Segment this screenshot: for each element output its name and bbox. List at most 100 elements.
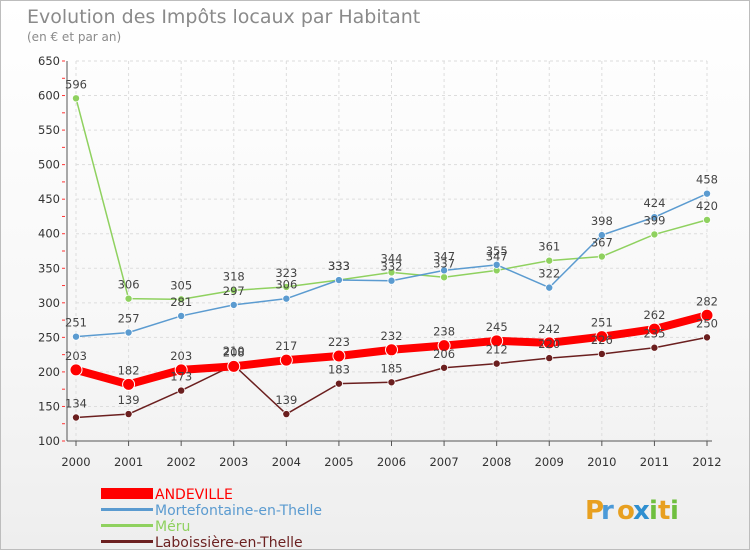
legend-entry: Laboissière-en-Thelle (155, 535, 303, 551)
data-label-andeville: 242 (538, 322, 560, 336)
y-tick-label: 600 (38, 89, 60, 103)
data-point-m-ru (597, 252, 606, 261)
y-tick-label: 200 (38, 365, 60, 379)
data-label-laboissi-re-en-thelle: 210 (223, 344, 245, 358)
data-label-laboissi-re-en-thelle: 226 (591, 333, 613, 347)
data-point-m-ru (703, 215, 712, 224)
data-point-m-ru (229, 286, 238, 295)
data-point-laboissi-re-en-thelle (387, 378, 396, 387)
x-tick-label: 2011 (640, 455, 669, 469)
legend-entry: Mortefontaine-en-Thelle (155, 503, 322, 519)
data-point-m-ru (387, 268, 396, 277)
x-tick-label: 2004 (272, 455, 301, 469)
data-label-mortefontaine-en-thelle: 398 (591, 214, 613, 228)
x-tick-label: 2009 (535, 455, 564, 469)
legend-swatch (101, 508, 153, 511)
axes: 100 150 200 250 300 350 400 450 500 550 600 650 2000… (38, 54, 722, 469)
data-label-laboissi-re-en-thelle: 235 (643, 327, 665, 341)
data-label-laboissi-re-en-thelle: 250 (696, 316, 718, 330)
legend-swatch (101, 540, 153, 543)
data-point-laboissi-re-en-thelle (124, 410, 133, 419)
y-tick-label: 350 (38, 261, 60, 275)
data-point-m-ru (440, 273, 449, 282)
data-point-mortefontaine-en-thelle (492, 260, 501, 269)
data-label-m-ru: 596 (65, 77, 87, 91)
data-label-mortefontaine-en-thelle: 332 (381, 260, 403, 274)
data-label-andeville: 217 (275, 339, 297, 353)
data-point-andeville (647, 322, 661, 336)
logo-letter: i (649, 496, 658, 526)
data-label-andeville: 232 (381, 329, 403, 343)
data-label-laboissi-re-en-thelle: 173 (170, 370, 192, 384)
data-label-m-ru: 306 (118, 278, 140, 292)
data-point-laboissi-re-en-thelle (177, 386, 186, 395)
data-point-m-ru (177, 295, 186, 304)
chart-subtitle: (en € et par an) (27, 30, 121, 44)
data-label-andeville: 182 (118, 363, 140, 377)
y-tick-label: 100 (38, 434, 60, 448)
x-tick-label: 2002 (167, 455, 196, 469)
data-point-andeville (700, 308, 714, 322)
data-point-mortefontaine-en-thelle (72, 332, 81, 341)
data-point-andeville (122, 377, 136, 391)
data-label-mortefontaine-en-thelle: 251 (65, 316, 87, 330)
data-label-andeville: 203 (170, 349, 192, 363)
data-label-mortefontaine-en-thelle: 355 (486, 244, 508, 258)
data-label-m-ru: 399 (643, 213, 665, 227)
data-point-andeville (174, 363, 188, 377)
data-point-mortefontaine-en-thelle (597, 231, 606, 240)
x-tick-label: 2007 (429, 455, 458, 469)
data-label-laboissi-re-en-thelle: 220 (538, 337, 560, 351)
data-point-andeville (437, 339, 451, 353)
legend-entry: ANDEVILLE (155, 487, 233, 503)
data-label-laboissi-re-en-thelle: 134 (65, 397, 87, 411)
data-point-mortefontaine-en-thelle (703, 189, 712, 198)
x-tick-label: 2001 (114, 455, 143, 469)
data-point-mortefontaine-en-thelle (440, 266, 449, 275)
data-point-andeville (279, 353, 293, 367)
data-point-laboissi-re-en-thelle (282, 410, 291, 419)
data-point-m-ru (650, 230, 659, 239)
x-tick-label: 2000 (61, 455, 90, 469)
data-label-m-ru: 318 (223, 269, 245, 283)
data-label-mortefontaine-en-thelle: 322 (538, 267, 560, 281)
legend-swatch (101, 524, 153, 527)
data-label-andeville: 208 (223, 345, 245, 359)
data-point-m-ru (124, 294, 133, 303)
data-point-laboissi-re-en-thelle (492, 359, 501, 368)
data-label-m-ru: 420 (696, 199, 718, 213)
data-point-mortefontaine-en-thelle (545, 283, 554, 292)
data-point-andeville (595, 330, 609, 344)
data-label-m-ru: 347 (486, 249, 508, 263)
legend: ANDEVILLEMortefontaine-en-ThelleMéruLabo… (101, 487, 322, 551)
y-tick-label: 550 (38, 123, 60, 137)
y-tick-label: 150 (38, 399, 60, 413)
logo-letter: x (633, 496, 650, 526)
data-label-mortefontaine-en-thelle: 297 (223, 284, 245, 298)
data-label-andeville: 238 (433, 325, 455, 339)
data-label-andeville: 203 (65, 349, 87, 363)
x-tick-label: 2006 (377, 455, 406, 469)
data-label-mortefontaine-en-thelle: 257 (118, 312, 140, 326)
data-label-andeville: 223 (328, 335, 350, 349)
data-label-mortefontaine-en-thelle: 333 (328, 259, 350, 273)
logo-letter: t (658, 496, 670, 526)
data-point-mortefontaine-en-thelle (177, 311, 186, 320)
logo-letter: o (617, 496, 635, 526)
data-label-laboissi-re-en-thelle: 185 (381, 361, 403, 375)
data-label-laboissi-re-en-thelle: 206 (433, 347, 455, 361)
data-point-m-ru (282, 282, 291, 291)
data-point-mortefontaine-en-thelle (124, 328, 133, 337)
legend-swatch (101, 488, 153, 499)
data-point-laboissi-re-en-thelle (334, 379, 343, 388)
data-point-andeville (227, 359, 241, 373)
data-label-mortefontaine-en-thelle: 306 (275, 278, 297, 292)
data-label-laboissi-re-en-thelle: 212 (486, 343, 508, 357)
data-point-m-ru (545, 256, 554, 265)
data-point-laboissi-re-en-thelle (545, 354, 554, 363)
y-tick-label: 650 (38, 54, 60, 68)
logo-letter: i (670, 496, 679, 526)
y-tick-label: 450 (38, 192, 60, 206)
data-label-m-ru: 333 (328, 259, 350, 273)
